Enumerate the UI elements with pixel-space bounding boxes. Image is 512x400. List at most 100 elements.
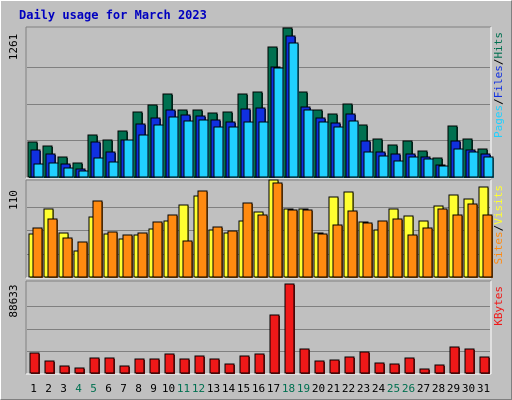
bar-sites-day-1: [32, 227, 43, 278]
bar-pages-day-27: [423, 158, 434, 178]
x-label-day-7: 7: [120, 382, 127, 395]
x-label-day-23: 23: [357, 382, 370, 395]
bar-sites-day-15: [242, 202, 253, 278]
bar-pages-day-28: [438, 165, 449, 178]
bar-pages-day-20: [318, 121, 329, 178]
legend-entry-2: Files: [492, 65, 505, 98]
hits-files-pages-ymax-label: 1261: [7, 34, 20, 61]
x-label-day-29: 29: [447, 382, 460, 395]
bar-pages-day-19: [303, 109, 314, 178]
legend-entry-0: KBytes: [492, 286, 505, 326]
x-label-day-6: 6: [105, 382, 112, 395]
bar-kbytes-day-22: [344, 356, 355, 374]
x-label-day-31: 31: [477, 382, 490, 395]
bar-pages-day-26: [408, 156, 419, 178]
bar-pages-day-15: [243, 121, 254, 178]
bar-pages-day-18: [288, 42, 299, 178]
bar-pages-day-12: [198, 119, 209, 178]
x-label-day-9: 9: [150, 382, 157, 395]
bar-pages-day-21: [333, 126, 344, 178]
x-label-day-1: 1: [30, 382, 37, 395]
bar-sites-day-21: [332, 224, 343, 278]
x-label-day-13: 13: [207, 382, 220, 395]
x-label-day-2: 2: [45, 382, 52, 395]
bar-pages-day-23: [363, 151, 374, 178]
bar-kbytes-day-24: [374, 362, 385, 374]
bar-kbytes-day-20: [314, 360, 325, 374]
x-label-day-24: 24: [372, 382, 386, 395]
bar-kbytes-day-19: [299, 348, 310, 374]
bar-pages-day-24: [378, 155, 389, 178]
x-label-day-3: 3: [60, 382, 67, 395]
bar-sites-day-19: [302, 209, 313, 278]
bar-kbytes-day-30: [464, 348, 475, 374]
bar-kbytes-day-16: [254, 353, 265, 374]
bar-pages-day-1: [33, 163, 44, 178]
bar-pages-day-31: [483, 156, 494, 178]
bar-sites-day-6: [107, 231, 118, 278]
bar-kbytes-day-31: [479, 356, 490, 374]
bar-pages-day-16: [258, 121, 269, 178]
kbytes-legend: KBytes: [492, 286, 505, 326]
x-label-day-4: 4: [75, 382, 82, 395]
x-label-day-25: 25: [387, 382, 400, 395]
bar-kbytes-day-18: [284, 283, 295, 374]
bar-kbytes-day-27: [419, 368, 430, 374]
bar-kbytes-day-28: [434, 364, 445, 374]
bar-sites-day-22: [347, 210, 358, 278]
bar-kbytes-day-8: [134, 358, 145, 374]
bar-pages-day-29: [453, 148, 464, 178]
bar-kbytes-day-21: [329, 359, 340, 374]
bar-sites-day-28: [437, 208, 448, 278]
legend-entry-3: /: [492, 59, 505, 66]
bar-sites-day-10: [167, 214, 178, 278]
bar-kbytes-day-14: [224, 363, 235, 374]
legend-entry-0: Sites: [492, 231, 505, 264]
bar-sites-day-27: [422, 227, 433, 278]
x-label-day-30: 30: [462, 382, 475, 395]
legend-entry-1: /: [492, 225, 505, 232]
bar-sites-day-23: [362, 222, 373, 278]
bar-kbytes-day-9: [149, 358, 160, 374]
x-label-day-19: 19: [297, 382, 310, 395]
x-label-day-27: 27: [417, 382, 430, 395]
bar-pages-day-9: [153, 124, 164, 178]
bar-sites-day-20: [317, 233, 328, 278]
bar-sites-day-14: [227, 230, 238, 278]
bar-sites-day-7: [122, 234, 133, 278]
bar-sites-day-29: [452, 214, 463, 278]
bar-kbytes-day-29: [449, 346, 460, 374]
x-label-day-11: 11: [177, 382, 190, 395]
bar-pages-day-10: [168, 116, 179, 178]
x-label-day-16: 16: [252, 382, 265, 395]
bar-pages-day-3: [63, 167, 74, 178]
bar-kbytes-day-13: [209, 358, 220, 374]
bar-kbytes-day-15: [239, 355, 250, 374]
bar-pages-day-22: [348, 120, 359, 178]
bar-pages-day-13: [213, 126, 224, 178]
bar-pages-day-14: [228, 126, 239, 178]
bar-kbytes-day-7: [119, 365, 130, 374]
bar-sites-day-25: [392, 218, 403, 278]
x-label-day-10: 10: [162, 382, 175, 395]
x-label-day-12: 12: [192, 382, 205, 395]
kbytes-ymax-label: 88633: [7, 284, 20, 317]
bar-pages-day-8: [138, 134, 149, 178]
chart-title: Daily usage for March 2023: [19, 8, 207, 22]
bar-kbytes-day-12: [194, 355, 205, 374]
x-label-day-5: 5: [90, 382, 97, 395]
hits-files-pages-legend: Pages/Files/Hits: [492, 32, 505, 138]
bar-sites-day-13: [212, 226, 223, 278]
bar-kbytes-day-25: [389, 363, 400, 374]
bar-sites-day-9: [152, 221, 163, 278]
legend-entry-1: /: [492, 98, 505, 105]
x-label-day-17: 17: [267, 382, 280, 395]
visits-sites-legend: Sites/Visits: [492, 185, 505, 265]
legend-entry-2: Visits: [492, 185, 505, 225]
bar-kbytes-day-2: [44, 360, 55, 374]
bar-sites-day-26: [407, 234, 418, 278]
visits-sites-ymax-label: 110: [7, 190, 20, 210]
bar-pages-day-30: [468, 151, 479, 178]
bar-pages-day-6: [108, 161, 119, 178]
